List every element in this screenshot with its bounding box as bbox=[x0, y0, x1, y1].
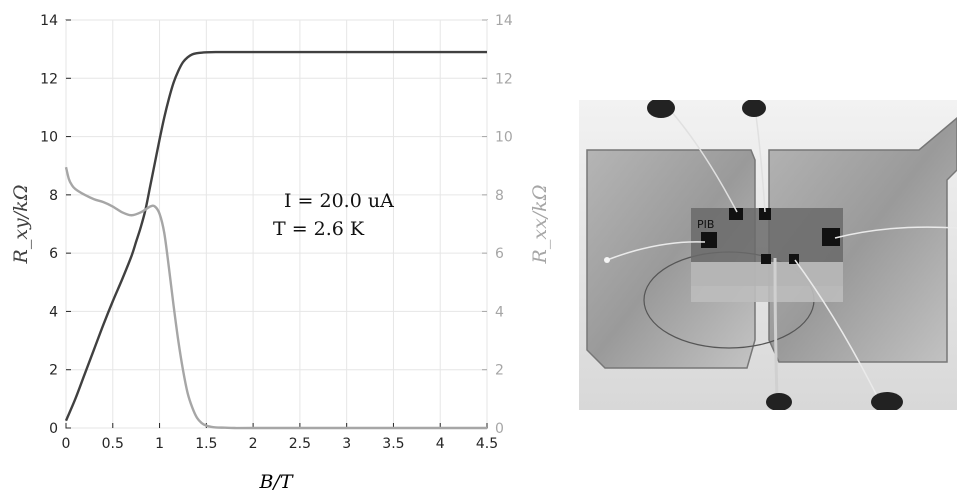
y-axis-label-right: R_xx/kΩ bbox=[529, 185, 551, 265]
y-right-tick-label: 12 bbox=[495, 71, 513, 87]
y-right-tick-label: 4 bbox=[495, 304, 504, 320]
x-tick-label: 2.5 bbox=[289, 436, 311, 452]
rxy-rxx-chart: 0 0.5 1 1.5 2 2.5 3 3.5 4 4.502468101214024681012… bbox=[10, 13, 551, 492]
y-right-tick-label: 10 bbox=[495, 130, 513, 146]
y-right-tick-label: 14 bbox=[495, 13, 513, 29]
annotation-temperature: T = 2.6 K bbox=[273, 218, 365, 240]
x-tick-label: 4.5 bbox=[476, 436, 498, 452]
series-group bbox=[64, 50, 487, 430]
y-right-tick-label: 2 bbox=[495, 363, 504, 379]
series-line-rxy bbox=[64, 50, 487, 422]
x-tick-label: 0.5 bbox=[102, 436, 124, 452]
y-left-tick-label: 0 bbox=[49, 421, 58, 437]
x-tick-label: 4 bbox=[436, 436, 445, 452]
x-axis-label: B/T bbox=[258, 471, 293, 492]
x-tick-label: 1 bbox=[155, 436, 164, 452]
y-left-tick-label: 2 bbox=[49, 363, 58, 379]
plot-area bbox=[65, 19, 488, 429]
y-left-tick-label: 6 bbox=[49, 246, 58, 262]
axis-ticks: 0 0.5 1 1.5 2 2.5 3 3.5 4 4.502468101214024681012… bbox=[40, 13, 513, 452]
series-line-rxx bbox=[64, 166, 487, 430]
y-right-tick-label: 6 bbox=[495, 246, 504, 262]
x-tick-label: 0 bbox=[62, 436, 71, 452]
y-left-tick-label: 4 bbox=[49, 304, 58, 320]
x-tick-label: 2 bbox=[249, 436, 258, 452]
y-right-tick-label: 0 bbox=[495, 421, 504, 437]
y-left-tick-label: 14 bbox=[40, 13, 58, 29]
chip-label: PIB bbox=[697, 218, 714, 231]
y-right-tick-label: 8 bbox=[495, 188, 504, 204]
x-tick-label: 1.5 bbox=[195, 436, 217, 452]
y-left-tick-label: 10 bbox=[40, 130, 58, 146]
y-axis-label-left: R_xy/kΩ bbox=[10, 185, 32, 265]
annotation-current: I = 20.0 uA bbox=[284, 190, 394, 212]
y-left-tick-label: 12 bbox=[40, 71, 58, 87]
y-left-tick-label: 8 bbox=[49, 188, 58, 204]
x-tick-label: 3 bbox=[342, 436, 351, 452]
device-photo: PIB bbox=[579, 100, 957, 410]
x-tick-label: 3.5 bbox=[382, 436, 404, 452]
grid bbox=[65, 19, 488, 429]
